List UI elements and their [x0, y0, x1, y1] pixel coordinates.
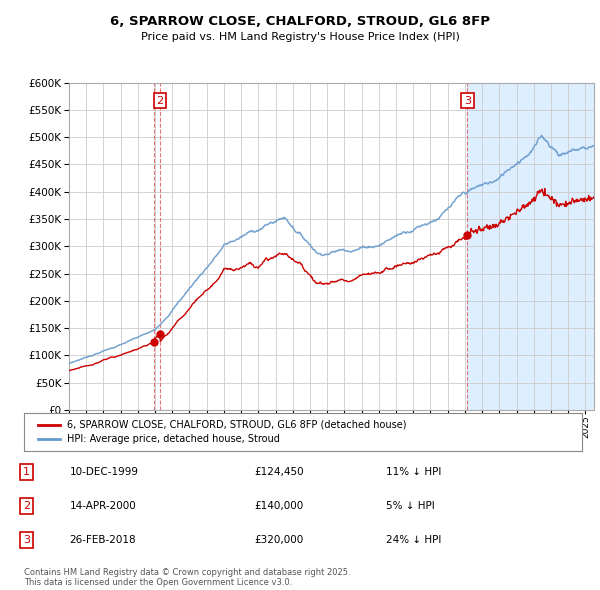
- Text: 2: 2: [23, 501, 30, 511]
- Text: 11% ↓ HPI: 11% ↓ HPI: [386, 467, 442, 477]
- Text: 14-APR-2000: 14-APR-2000: [70, 501, 136, 511]
- Text: 3: 3: [23, 535, 30, 545]
- Text: £320,000: £320,000: [254, 535, 303, 545]
- Text: 3: 3: [464, 96, 471, 106]
- Text: 6, SPARROW CLOSE, CHALFORD, STROUD, GL6 8FP: 6, SPARROW CLOSE, CHALFORD, STROUD, GL6 …: [110, 15, 490, 28]
- Text: 2: 2: [157, 96, 164, 106]
- Text: 5% ↓ HPI: 5% ↓ HPI: [386, 501, 435, 511]
- Text: £140,000: £140,000: [254, 501, 303, 511]
- Text: 26-FEB-2018: 26-FEB-2018: [70, 535, 136, 545]
- Legend: 6, SPARROW CLOSE, CHALFORD, STROUD, GL6 8FP (detached house), HPI: Average price: 6, SPARROW CLOSE, CHALFORD, STROUD, GL6 …: [34, 416, 411, 448]
- Text: Contains HM Land Registry data © Crown copyright and database right 2025.
This d: Contains HM Land Registry data © Crown c…: [24, 568, 350, 587]
- Text: £124,450: £124,450: [254, 467, 304, 477]
- Bar: [467, 83, 594, 410]
- Text: 24% ↓ HPI: 24% ↓ HPI: [386, 535, 442, 545]
- Text: Price paid vs. HM Land Registry's House Price Index (HPI): Price paid vs. HM Land Registry's House …: [140, 32, 460, 42]
- Text: 10-DEC-1999: 10-DEC-1999: [70, 467, 139, 477]
- Text: 1: 1: [23, 467, 30, 477]
